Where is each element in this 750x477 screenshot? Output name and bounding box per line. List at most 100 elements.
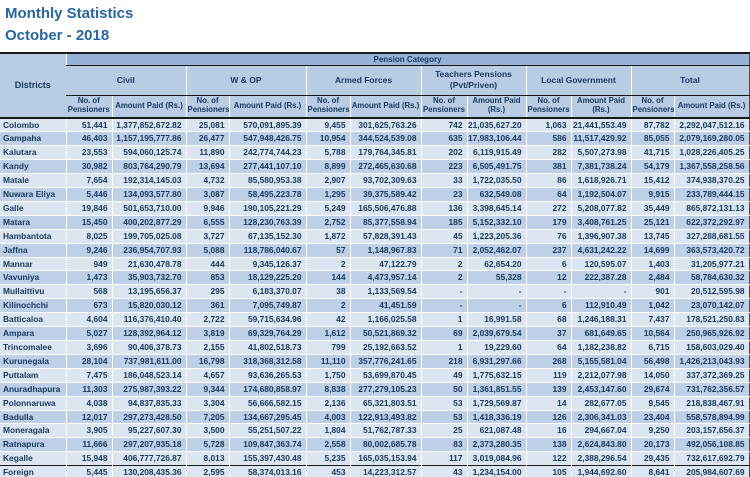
table-row: Polonnaruwa 4,038 94,837,835.33 3,304 56,666… <box>0 395 750 411</box>
amount-cell: 277,441,107.10 <box>228 159 306 174</box>
count-cell: 453 <box>305 465 350 477</box>
amount-cell: 122,913,493.82 <box>349 409 421 424</box>
amount-cell: 6,183,370.07 <box>228 284 306 299</box>
count-cell: 3,304 <box>185 395 229 411</box>
amount-cell: 69,329,764.29 <box>228 326 306 341</box>
table-row: Anuradhapura 11,303 275,987,393.22 9,344 174… <box>0 381 750 397</box>
count-cell: 53 <box>420 409 467 424</box>
table-row: Trincomalee 3,696 90,406,378.73 2,155 41,802… <box>0 340 750 355</box>
count-cell: 5,445 <box>65 465 112 477</box>
amount-cell: 21,630,478.78 <box>111 256 186 271</box>
subheader-w-and-op-count: No. of Pensioners <box>185 95 229 119</box>
count-cell: 71 <box>420 242 467 258</box>
count-cell: 1,295 <box>305 187 350 202</box>
amount-cell: 277,279,105.23 <box>349 381 421 397</box>
count-cell: 586 <box>525 131 571 146</box>
amount-cell: 178,521,250.83 <box>673 312 750 327</box>
count-cell: 3,905 <box>65 423 112 438</box>
table-row: Mullaittivu 568 13,195,656.37 295 6,183,370.… <box>0 284 750 299</box>
amount-cell: 11,517,429.92 <box>570 131 631 146</box>
count-cell: 853 <box>185 270 229 285</box>
amount-cell: 5,208,077.82 <box>570 200 631 216</box>
amount-cell: 116,376,410.40 <box>111 312 186 327</box>
count-cell: 949 <box>65 256 112 271</box>
amount-cell: 1,182,238.82 <box>570 340 631 355</box>
amount-cell: 1,246,188.31 <box>570 312 631 327</box>
count-cell: 8,899 <box>305 159 350 174</box>
count-cell: 2,484 <box>630 270 674 285</box>
count-cell: 185 <box>420 214 467 230</box>
page-title: Monthly Statistics October - 2018 <box>0 0 750 47</box>
amount-cell: 6,931,297.66 <box>466 353 526 369</box>
amount-cell: 112,910.49 <box>570 298 631 313</box>
district-cell: Kegalle <box>0 451 66 466</box>
amount-cell: 1,729,569.87 <box>466 395 526 411</box>
amount-cell: - <box>466 284 526 299</box>
amount-cell: 35,903,732.70 <box>111 270 186 285</box>
count-cell: 2,155 <box>185 340 229 355</box>
amount-cell: 2,306,341.03 <box>570 409 631 424</box>
amount-cell: 186,048,523.14 <box>111 367 186 383</box>
count-cell: 14 <box>525 395 571 411</box>
count-cell: 2,136 <box>305 395 350 411</box>
amount-cell: 15,820,030.12 <box>111 298 186 313</box>
count-cell: 37 <box>525 326 571 341</box>
title-line-2: October - 2018 <box>5 26 110 44</box>
count-cell: 3,087 <box>185 187 229 202</box>
district-cell: Kalutara <box>0 145 66 160</box>
amount-cell: 622,372,292.97 <box>673 214 750 230</box>
count-cell: 8,838 <box>305 381 350 397</box>
amount-cell: 31,205,977.21 <box>673 256 750 271</box>
count-cell: 381 <box>525 159 571 174</box>
amount-cell: 80,002,685.78 <box>349 437 421 452</box>
amount-cell: 23,070,142.07 <box>673 298 750 313</box>
amount-cell: 222,387.28 <box>570 270 631 285</box>
amount-cell: 1,361,851.55 <box>466 381 526 397</box>
district-cell: Gampaha <box>0 131 66 146</box>
sub-header-row: No. of Pensioners Amount Paid (Rs.) No. of… <box>0 95 750 119</box>
amount-cell: 344,524,539.08 <box>349 131 421 146</box>
count-cell: 13,694 <box>185 159 229 174</box>
count-cell: 6,715 <box>630 340 674 355</box>
title-line-1: Monthly Statistics <box>5 5 134 22</box>
amount-cell: 21,441,553.49 <box>570 116 631 132</box>
count-cell: 5,088 <box>185 242 229 258</box>
count-cell: 53 <box>420 395 467 411</box>
count-cell: 742 <box>420 116 467 132</box>
amount-cell: 20,512,595.98 <box>673 284 750 299</box>
pension-category-band: Pension Category <box>65 52 750 66</box>
subheader-teachers-pensions-amount: Amount Paid (Rs.) <box>466 95 526 119</box>
table-row: Matale 7,654 192,314,145.03 4,732 85,580,953… <box>0 173 750 188</box>
count-cell: 268 <box>525 353 571 369</box>
amount-cell: 57,828,391.43 <box>349 228 421 244</box>
amount-cell: 3,398,645.14 <box>466 200 526 216</box>
count-cell: 7,654 <box>65 173 112 188</box>
district-cell: Kurunegala <box>0 353 66 369</box>
table-row: Nuwara Eliya 5,446 134,093,577.80 3,087 58,4… <box>0 187 750 202</box>
amount-cell: 58,374,013.16 <box>228 465 306 477</box>
count-cell: 11,666 <box>65 437 112 452</box>
amount-cell: 199,705,025.08 <box>111 228 186 244</box>
amount-cell: 732,617,692.79 <box>673 451 750 466</box>
district-cell: Badulla <box>0 409 66 424</box>
subheader-teachers-pensions-count: No. of Pensioners <box>420 95 467 119</box>
amount-cell: 2,212,077.98 <box>570 367 631 383</box>
amount-cell: 558,578,894.99 <box>673 409 750 424</box>
count-cell: 139 <box>525 381 571 397</box>
amount-cell: 9,345,126.37 <box>228 256 306 271</box>
count-cell: 361 <box>185 298 229 313</box>
amount-cell: 1,377,852,672.82 <box>111 116 186 132</box>
amount-cell: 1,133,569.54 <box>349 284 421 299</box>
amount-cell: 282,677.05 <box>570 395 631 411</box>
count-cell: 799 <box>305 340 350 355</box>
count-cell: 23,404 <box>630 409 674 424</box>
amount-cell: 501,653,710.00 <box>111 200 186 216</box>
subheader-local-government-count: No. of Pensioners <box>525 95 571 119</box>
count-cell: 2,907 <box>305 173 350 188</box>
amount-cell: - <box>570 284 631 299</box>
amount-cell: 318,368,312.58 <box>228 353 306 369</box>
amount-cell: 1,148,967.83 <box>349 242 421 258</box>
count-cell: - <box>420 298 467 313</box>
table-body: Colombo 51,441 1,377,852,672.82 25,081 570,0… <box>0 116 750 477</box>
count-cell: - <box>420 284 467 299</box>
